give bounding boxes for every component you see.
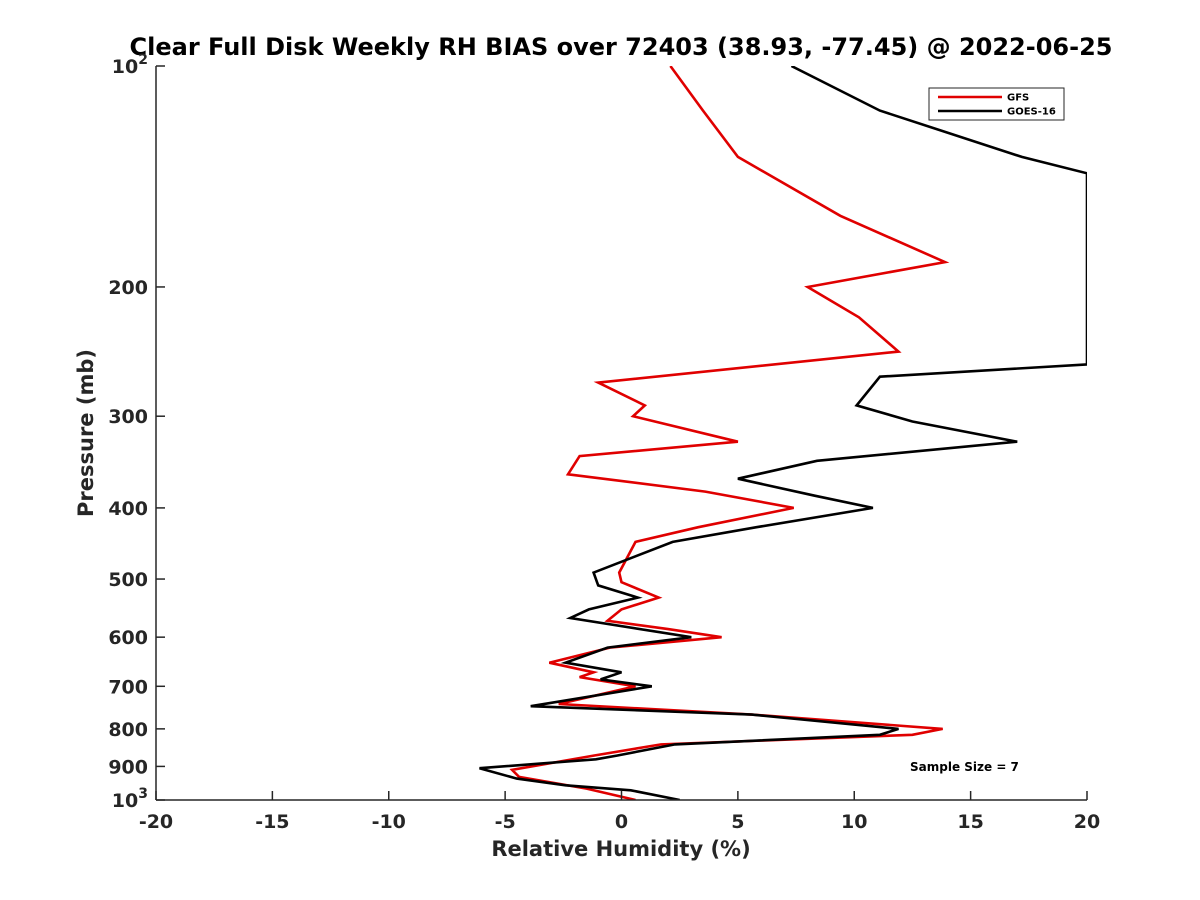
legend-label-goes-16: GOES-16	[1007, 107, 1056, 118]
legend-box	[928, 87, 1065, 121]
x-tick-label: 5	[731, 811, 744, 833]
y-tick-label: 500	[108, 569, 148, 591]
series-line-gfs	[509, 66, 950, 800]
series-line-goes-16	[479, 66, 1087, 800]
x-tick-label: 15	[957, 811, 983, 833]
y-tick-label: 103	[112, 786, 148, 812]
y-tick-label: 300	[108, 406, 148, 428]
y-tick-label: 800	[108, 719, 148, 741]
plot-area: -20 -15 -10 -5 0 5 10 15 20 102 200 300 400 500 600 70…	[108, 52, 1100, 833]
x-tick-label: -10	[372, 811, 406, 833]
x-tick-label: -15	[255, 811, 289, 833]
series-layer	[479, 66, 1087, 800]
x-axis-label: Relative Humidity (%)	[491, 837, 750, 861]
y-tick-label: 400	[108, 498, 148, 520]
y-tick-label: 900	[108, 756, 148, 778]
y-tick-label: 600	[108, 627, 148, 649]
x-tick-label: -20	[139, 811, 173, 833]
legend-label-gfs: GFS	[1007, 93, 1029, 104]
x-tick-label: 0	[615, 811, 628, 833]
sample-size-annotation: Sample Size = 7	[910, 760, 1019, 774]
legend-items: GFS GOES-16	[938, 93, 1056, 118]
x-axis-ticks: -20 -15 -10 -5 0 5 10 15 20	[139, 791, 1100, 833]
y-axis-ticks: 102 200 300 400 500 600 700 800 900 103	[108, 52, 165, 812]
chart-title: Clear Full Disk Weekly RH BIAS over 7240…	[130, 33, 1113, 61]
x-tick-label: 10	[841, 811, 867, 833]
y-tick-label: 102	[112, 52, 148, 78]
y-tick-label: 700	[108, 676, 148, 698]
x-tick-label: -5	[495, 811, 516, 833]
legend: GFS GOES-16	[928, 87, 1065, 121]
y-axis-label: Pressure (mb)	[74, 349, 98, 517]
y-tick-label: 200	[108, 277, 148, 299]
x-tick-label: 20	[1074, 811, 1100, 833]
